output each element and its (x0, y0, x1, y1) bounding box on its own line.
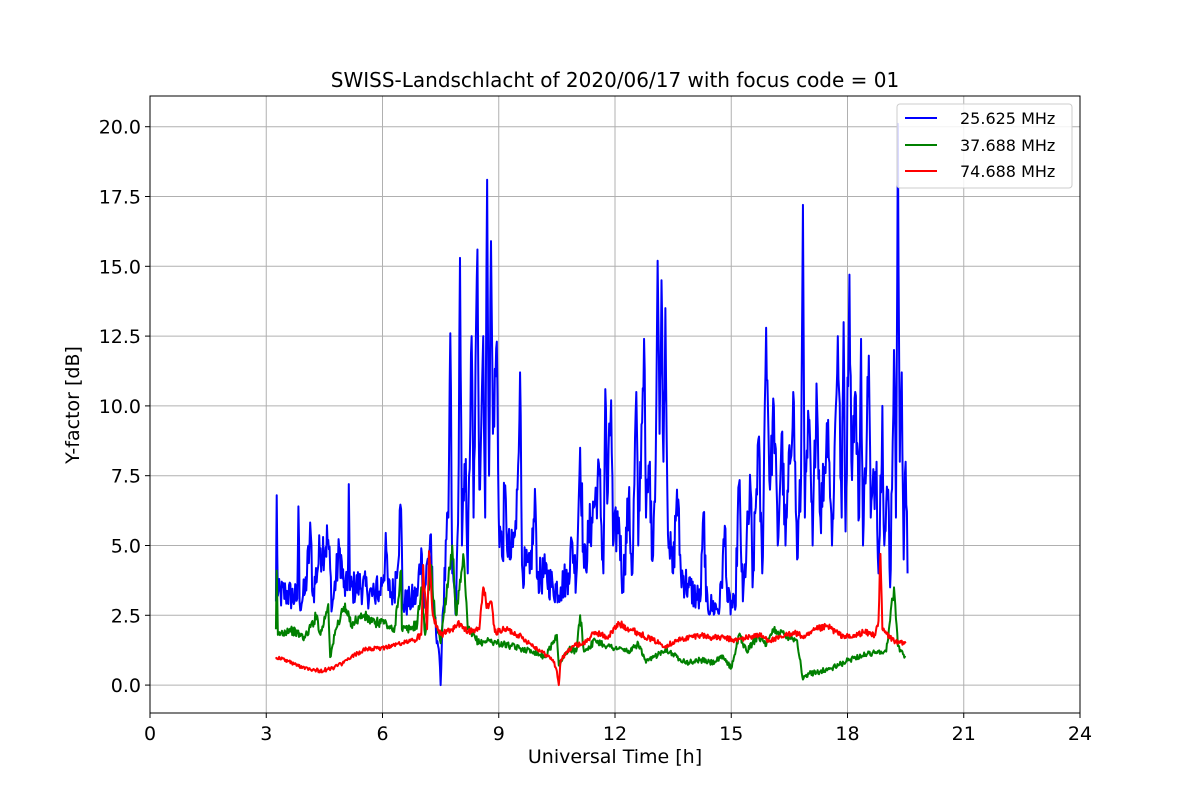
y-tick-label: 12.5 (99, 326, 141, 348)
series-line-74688 (275, 550, 907, 687)
y-tick-label: 10.0 (99, 396, 141, 418)
series-layer (274, 122, 909, 687)
plot-area (274, 122, 909, 687)
legend: 25.625 MHz 37.688 MHz 74.688 MHz (896, 103, 1073, 189)
y-tick-label: 20.0 (99, 117, 141, 139)
x-tick-label: 24 (1068, 723, 1092, 745)
y-axis: 0.0 2.5 5.0 7.5 10.0 12.5 15.0 17.5 20.0 (99, 117, 150, 697)
x-axis-label: Universal Time [h] (528, 746, 702, 768)
x-axis: 0 3 6 9 12 15 18 21 24 (144, 713, 1092, 745)
series-line-25625 (274, 122, 909, 687)
x-tick-label: 21 (952, 723, 976, 745)
x-tick-label: 18 (835, 723, 859, 745)
y-tick-label: 5.0 (111, 535, 141, 557)
x-tick-label: 12 (603, 723, 627, 745)
y-tick-label: 2.5 (111, 605, 141, 627)
x-tick-label: 15 (719, 723, 743, 745)
x-tick-label: 3 (260, 723, 272, 745)
legend-label-74688: 74.688 MHz (960, 162, 1055, 181)
y-tick-label: 7.5 (111, 466, 141, 488)
y-tick-label: 15.0 (99, 256, 141, 278)
y-axis-label: Y-factor [dB] (62, 346, 84, 465)
y-tick-label: 0.0 (111, 675, 141, 697)
y-tick-label: 17.5 (99, 187, 141, 209)
legend-label-25625: 25.625 MHz (960, 109, 1055, 128)
chart-title: SWISS-Landschlacht of 2020/06/17 with fo… (331, 68, 899, 92)
x-tick-label: 6 (376, 723, 388, 745)
series-line-37688 (274, 544, 907, 681)
x-tick-label: 9 (493, 723, 505, 745)
x-tick-label: 0 (144, 723, 156, 745)
legend-box (896, 103, 1073, 189)
legend-label-37688: 37.688 MHz (960, 136, 1055, 155)
